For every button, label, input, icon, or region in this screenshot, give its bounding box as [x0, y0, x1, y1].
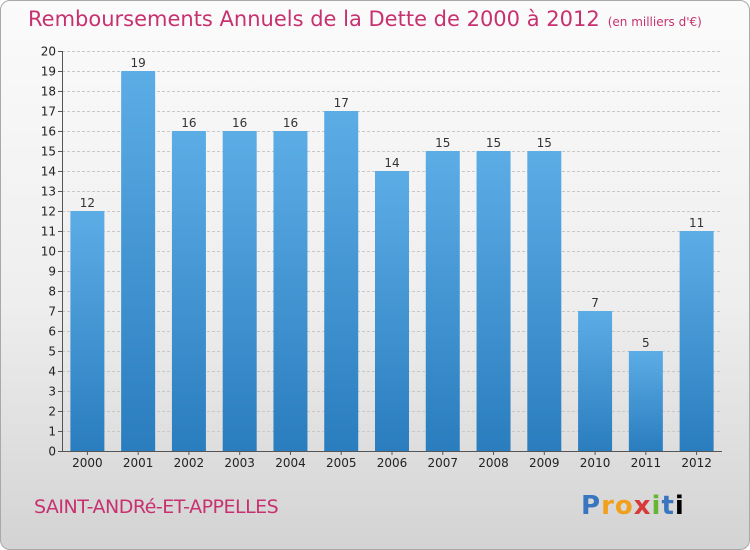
y-tick-label: 2 [48, 405, 56, 419]
bar-2000 [70, 211, 105, 451]
y-tick-label: 14 [41, 165, 56, 179]
chart-title: Remboursements Annuels de la Dette de 20… [28, 7, 702, 31]
bar-2004 [273, 131, 308, 451]
y-tick-label: 6 [48, 325, 56, 339]
x-tick-label: 2007 [427, 456, 458, 470]
x-tick-label: 2008 [478, 456, 509, 470]
y-tick-label: 7 [48, 305, 56, 319]
y-tick-label: 11 [41, 225, 56, 239]
x-tick-label: 2010 [580, 456, 611, 470]
data-label-2012: 11 [689, 216, 704, 230]
bar-2010 [578, 311, 613, 451]
bar-2002 [171, 131, 206, 451]
data-label-2009: 15 [537, 136, 552, 150]
x-tick-label: 2002 [174, 456, 205, 470]
x-tick-label: 2001 [123, 456, 154, 470]
commune-name: SAINT-ANDRé-ET-APPELLES [34, 496, 279, 518]
x-tick-label: 2000 [72, 456, 103, 470]
data-label-2000: 12 [80, 196, 95, 210]
bar-2001 [121, 71, 156, 451]
x-tick-label: 2005 [326, 456, 357, 470]
bar-2011 [628, 351, 663, 451]
bar-2012 [679, 231, 714, 451]
data-label-2010: 7 [591, 296, 599, 310]
data-label-2001: 19 [131, 56, 146, 70]
bar-2009 [527, 151, 562, 451]
y-tick-label: 9 [48, 265, 56, 279]
y-tick-label: 15 [41, 145, 56, 159]
bar-2003 [222, 131, 257, 451]
y-tick-label: 13 [41, 185, 56, 199]
y-tick-label: 4 [48, 365, 56, 379]
y-tick-label: 16 [41, 125, 56, 139]
bar-2007 [425, 151, 460, 451]
data-label-2008: 15 [486, 136, 501, 150]
unit-label: (en milliers d'€) [607, 15, 702, 29]
y-tick-label: 19 [41, 65, 56, 79]
x-tick-label: 2006 [377, 456, 408, 470]
data-labels: 12 19 16 16 16 17 14 15 15 15 7 5 11 [80, 56, 705, 350]
x-tick-label: 2009 [529, 456, 560, 470]
x-tick-label: 2011 [631, 456, 662, 470]
y-tick-label: 1 [48, 425, 56, 439]
chart-title-text: Remboursements Annuels de la Dette de 20… [28, 7, 600, 31]
data-label-2002: 16 [181, 116, 196, 130]
bar-2008 [476, 151, 511, 451]
y-tick-label: 17 [41, 105, 56, 119]
y-tick-label: 18 [41, 85, 56, 99]
data-label-2006: 14 [384, 156, 399, 170]
y-tick-label: 8 [48, 285, 56, 299]
x-tick-label: 2012 [681, 456, 712, 470]
bar-2005 [324, 111, 359, 451]
data-label-2003: 16 [232, 116, 247, 130]
bars [70, 71, 714, 451]
bar-2006 [375, 171, 409, 451]
proxiti-logo: Proxiti [581, 491, 685, 521]
data-label-2004: 16 [283, 116, 298, 130]
x-tick-label: 2004 [275, 456, 306, 470]
y-tick-label: 5 [48, 345, 56, 359]
y-tick-label: 10 [41, 245, 56, 259]
x-tick-label: 2003 [224, 456, 255, 470]
y-tick-label: 12 [41, 205, 56, 219]
y-tick-label: 0 [48, 445, 56, 459]
y-tick-label: 3 [48, 385, 56, 399]
y-tick-label: 20 [41, 45, 56, 59]
data-label-2011: 5 [642, 336, 650, 350]
data-label-2007: 15 [435, 136, 450, 150]
data-label-2005: 17 [334, 96, 349, 110]
